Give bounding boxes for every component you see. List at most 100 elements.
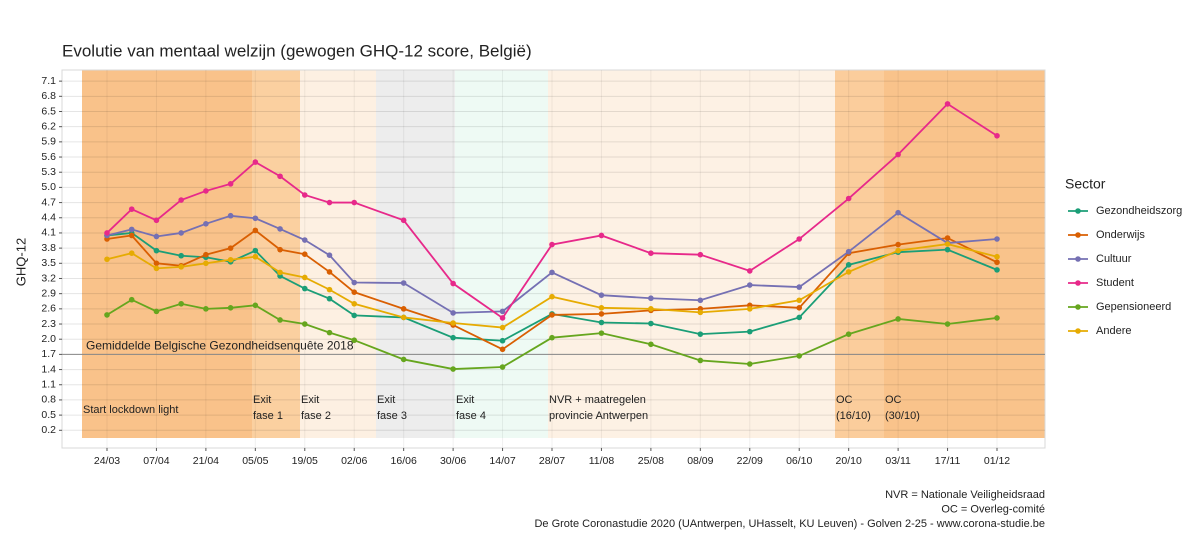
data-point [994, 259, 1000, 266]
data-point [845, 269, 852, 275]
data-point [845, 248, 852, 255]
data-point [450, 280, 456, 287]
data-point [203, 188, 209, 194]
x-tick-label: 17/11 [935, 455, 961, 467]
data-point [944, 235, 951, 241]
period-label: provincie Antwerpen [549, 410, 648, 422]
data-point [128, 296, 135, 303]
data-point [252, 215, 259, 222]
x-tick-label: 05/05 [242, 455, 268, 467]
x-tick-label: 14/07 [489, 455, 515, 467]
y-tick-label: 6.2 [41, 120, 56, 132]
period-label: fase 4 [456, 410, 486, 422]
data-point [648, 306, 654, 312]
data-point [104, 312, 110, 318]
data-point [944, 241, 951, 247]
series-line [106, 298, 998, 370]
period-label: (30/10) [885, 410, 920, 422]
data-point [648, 341, 654, 348]
y-tick-label: 4.1 [41, 227, 56, 239]
data-point [450, 310, 456, 316]
period-label: Exit [253, 394, 271, 406]
data-point [301, 237, 308, 243]
data-point [277, 173, 283, 180]
y-tick-label: 5.9 [41, 136, 56, 148]
y-tick-label: 6.5 [41, 105, 56, 117]
data-point [895, 241, 901, 248]
data-point [746, 268, 753, 274]
data-point [895, 316, 901, 322]
data-point [400, 217, 407, 224]
period-band [82, 70, 252, 438]
x-tick-label: 01/12 [984, 455, 1010, 467]
period-label: NVR + maatregelen [549, 394, 646, 406]
x-tick-label: 22/09 [737, 455, 763, 467]
data-point [648, 295, 654, 302]
data-point [598, 305, 605, 311]
data-point [400, 356, 407, 363]
period-band [300, 70, 376, 438]
legend-swatch-dot [1075, 280, 1081, 286]
x-tick-label: 03/11 [885, 455, 911, 467]
y-tick-label: 2.3 [41, 318, 56, 330]
series-line [106, 211, 998, 314]
y-tick-label: 7.1 [41, 75, 56, 87]
y-tick-label: 5.0 [41, 181, 56, 193]
period-label: fase 3 [377, 410, 407, 422]
data-point [499, 364, 506, 370]
data-point [450, 366, 456, 372]
data-point [153, 265, 160, 272]
legend-label: Andere [1096, 325, 1131, 337]
data-point [796, 353, 803, 359]
data-point [895, 209, 901, 216]
data-point [128, 226, 135, 233]
period-band [884, 70, 1045, 438]
period-label: (16/10) [836, 410, 871, 422]
data-point [153, 233, 160, 240]
series-line [106, 243, 998, 329]
data-point [400, 280, 407, 286]
x-tick-label: 24/03 [94, 455, 120, 467]
x-tick-label: 16/06 [391, 455, 417, 467]
data-point [450, 320, 456, 326]
data-point [326, 269, 333, 275]
legend-label: Gezondheidszorg [1096, 205, 1182, 217]
data-point [128, 206, 135, 212]
data-point [301, 321, 308, 327]
data-point [598, 319, 605, 326]
x-tick-label: 25/08 [638, 455, 664, 467]
y-tick-label: 2.6 [41, 303, 56, 315]
data-point [944, 321, 951, 327]
data-point [944, 246, 951, 253]
data-point [104, 256, 110, 263]
period-band [835, 70, 884, 438]
data-point [301, 285, 308, 292]
data-point [277, 246, 283, 253]
data-point [227, 212, 234, 219]
data-point [153, 247, 160, 254]
data-point [796, 305, 803, 311]
footnote: NVR = Nationale Veiligheidsraad [885, 489, 1045, 501]
legend-title: Sector [1065, 176, 1106, 192]
footnote: De Grote Coronastudie 2020 (UAntwerpen, … [534, 518, 1045, 530]
x-tick-label: 08/09 [687, 455, 713, 467]
y-tick-label: 4.4 [41, 212, 56, 224]
chart-title: Evolutie van mentaal welzijn (gewogen GH… [62, 41, 532, 60]
data-point [227, 181, 234, 187]
y-tick-label: 5.3 [41, 166, 56, 178]
series-line [106, 229, 998, 351]
data-point [277, 226, 283, 232]
data-point [697, 309, 704, 316]
data-point [277, 317, 283, 323]
data-point [351, 337, 358, 344]
data-point [351, 312, 358, 319]
legend-label: Student [1096, 277, 1134, 289]
data-point [895, 151, 901, 158]
data-point [697, 357, 704, 364]
data-point [326, 199, 333, 206]
x-tick-label: 06/10 [786, 455, 812, 467]
data-point [994, 132, 1000, 139]
footnote: OC = Overleg-comité [941, 503, 1045, 515]
data-point [697, 331, 704, 337]
y-tick-label: 1.1 [41, 379, 56, 391]
